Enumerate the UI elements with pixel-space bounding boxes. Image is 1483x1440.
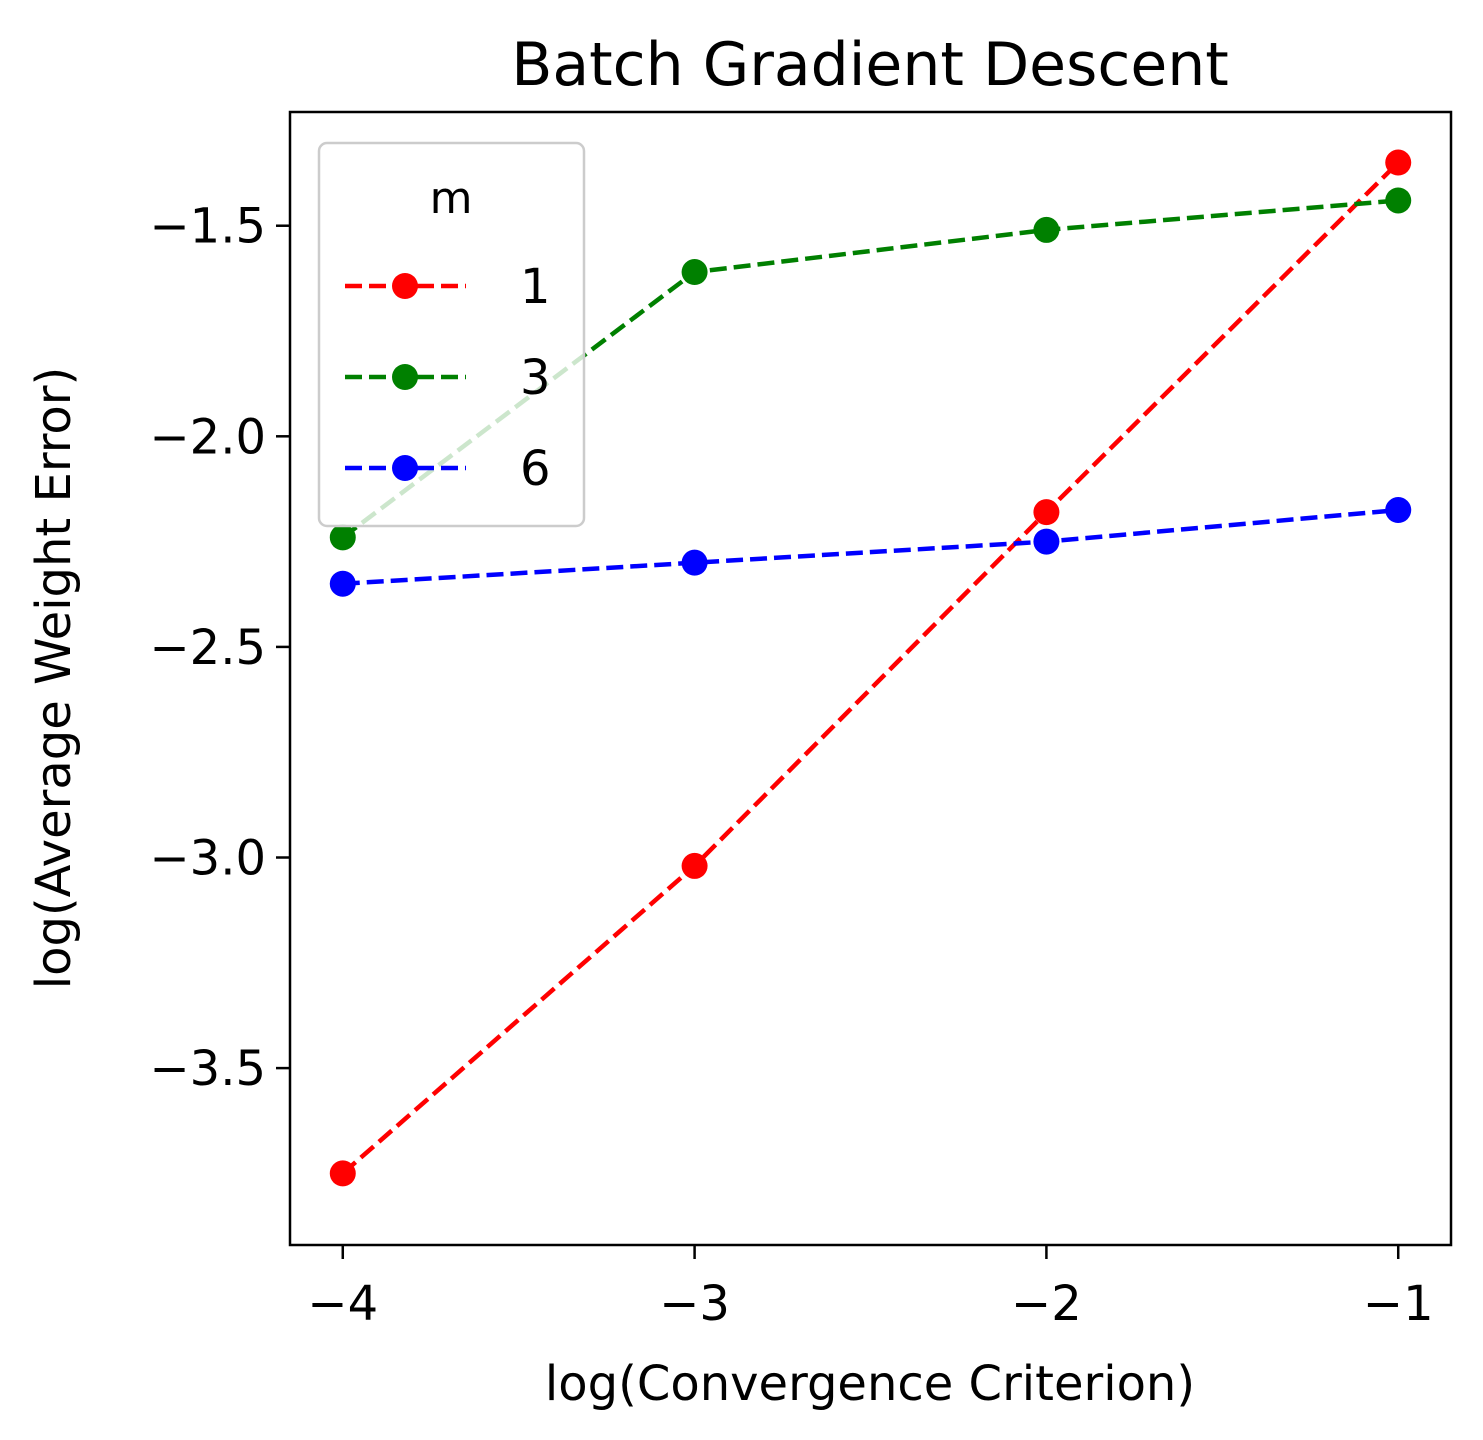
legend-marker: [392, 455, 418, 481]
x-tick-label: −2: [1011, 1276, 1082, 1332]
data-point: [329, 1160, 356, 1187]
plot-frame: [288, 110, 1453, 1247]
legend-marker: [392, 364, 418, 390]
data-point: [1385, 187, 1412, 214]
x-axis: −4 −3 −2 −1: [307, 1245, 1434, 1332]
series-layer: [329, 149, 1412, 1187]
legend-marker: [392, 273, 418, 299]
x-tick-label: −3: [659, 1276, 730, 1332]
y-tick-label: −1.5: [149, 199, 266, 255]
data-point: [1033, 216, 1060, 243]
data-point: [329, 570, 356, 597]
y-tick-label: −2.0: [149, 409, 266, 465]
legend-box: [317, 141, 586, 528]
data-point: [329, 524, 356, 551]
legend-label: 1: [520, 259, 551, 315]
chart-title: Batch Gradient Descent: [511, 30, 1229, 100]
series-line-m1: [341, 160, 1400, 1176]
data-point: [1033, 499, 1060, 526]
data-point: [1385, 497, 1412, 524]
data-point: [681, 549, 708, 576]
x-axis-label: log(Convergence Criterion): [545, 1356, 1195, 1412]
y-tick-label: −3.5: [149, 1041, 266, 1097]
legend-label: 3: [520, 350, 551, 406]
y-tick-label: −2.5: [149, 620, 266, 676]
y-tick-label: −3.0: [149, 831, 266, 887]
legend-title: m: [430, 173, 473, 224]
series-line-m6: [342, 507, 1399, 586]
legend: m 1 3 6: [317, 141, 586, 528]
x-tick-label: −4: [307, 1276, 378, 1332]
data-point: [1033, 528, 1060, 555]
data-point: [681, 852, 708, 879]
x-tick-label: −1: [1363, 1276, 1434, 1332]
y-axis-label: log(Average Weight Error): [26, 367, 82, 989]
data-point: [681, 259, 708, 286]
y-axis: −3.5 −3.0 −2.5 −2.0 −1.5: [149, 199, 290, 1097]
data-point: [1385, 149, 1412, 176]
legend-label: 6: [520, 441, 551, 497]
